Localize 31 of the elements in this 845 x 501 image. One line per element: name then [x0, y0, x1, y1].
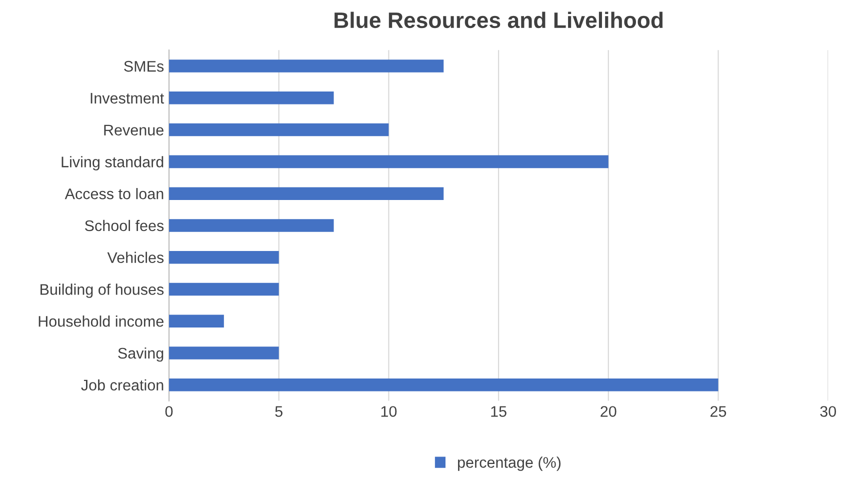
x-tick-label: 15 [491, 406, 506, 417]
bar [169, 60, 444, 72]
x-tick-label: 10 [381, 406, 397, 417]
y-tick-label: Building of houses [40, 284, 164, 298]
x-tick-label: 5 [275, 406, 282, 417]
bar [169, 187, 444, 200]
y-tick-label: Household income [38, 316, 164, 327]
y-tick-label: School fees [85, 220, 164, 232]
y-tick-label: Vehicles [107, 252, 164, 264]
y-tick-label: Revenue [104, 124, 164, 136]
y-tick-label: Job creation [81, 379, 164, 391]
y-tick-label: Investment [90, 92, 164, 104]
x-tick-label: 30 [820, 406, 836, 417]
bar [169, 346, 279, 360]
legend-label: percentage (%) [458, 456, 561, 471]
y-tick-label: Living standard [62, 156, 164, 170]
bar [169, 219, 334, 232]
bar [169, 92, 334, 104]
bar [169, 314, 224, 328]
bar [169, 250, 279, 264]
bar [169, 155, 608, 168]
y-tick-label: Access to loan [64, 188, 164, 200]
x-tick-label: 0 [165, 406, 173, 417]
bar [169, 123, 389, 136]
x-tick-label: 25 [710, 406, 726, 417]
chart-title: Blue Resources and Livelihood [334, 12, 663, 28]
y-tick-label: SMEs [124, 60, 164, 72]
bar [169, 378, 718, 392]
y-tick-label: Saving [118, 347, 164, 362]
bar [169, 282, 279, 296]
x-tick-label: 20 [600, 406, 616, 417]
